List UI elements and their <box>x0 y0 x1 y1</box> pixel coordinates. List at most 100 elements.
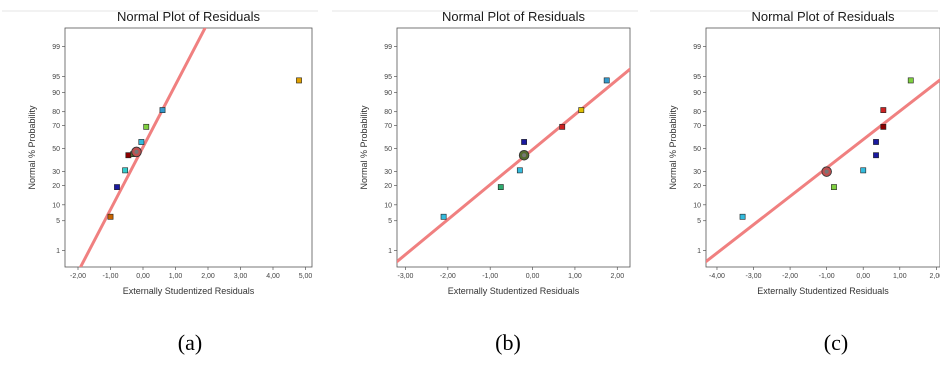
x-tick-label: -2,00 <box>70 273 86 280</box>
y-tick-label: 1 <box>56 248 60 255</box>
y-tick-label: 70 <box>384 123 392 130</box>
plot-clip-group <box>78 28 302 267</box>
panel-a: Normal Plot of Residuals 1 5 10 20 30 50 70 80 90… <box>0 0 320 371</box>
residual-point <box>578 107 585 113</box>
fit-line <box>397 67 630 264</box>
panel-b: Normal Plot of Residuals 1 5 10 20 30 50 70 80 90… <box>330 0 640 371</box>
x-axis-label: Externally Studentized Residuals <box>448 286 580 296</box>
x-tick-label: 3,00 <box>234 273 248 280</box>
y-tick-label: 30 <box>384 169 392 176</box>
residual-point <box>739 213 746 220</box>
residual-point <box>831 184 837 190</box>
y-tick-label: 20 <box>384 183 392 190</box>
y-tick-label: 80 <box>384 109 392 116</box>
residual-point <box>559 123 566 130</box>
y-tick-label: 99 <box>52 44 60 51</box>
y-tick-label: 30 <box>693 169 701 176</box>
plot-clip-group <box>706 77 940 264</box>
y-tick-label: 99 <box>384 44 392 51</box>
y-tick-label: 30 <box>52 169 60 176</box>
panel-c: Normal Plot of Residuals 1 5 10 20 30 50 70 80 90… <box>648 0 940 371</box>
residual-point <box>907 77 914 84</box>
plot-clip-group <box>397 67 630 264</box>
y-tick-label: 95 <box>52 74 60 81</box>
residual-point <box>521 139 527 145</box>
residual-point <box>143 123 150 130</box>
x-tick-label: -1,00 <box>103 273 119 280</box>
x-tick-label: 0,00 <box>856 273 870 280</box>
x-tick-label: 2,00 <box>610 273 624 280</box>
y-tick-label: 1 <box>388 248 392 255</box>
y-tick-label: 10 <box>384 202 392 209</box>
y-axis-label: Normal % Probability <box>27 105 37 190</box>
y-tick-label: 50 <box>52 146 60 153</box>
y-tick-label: 70 <box>52 123 60 130</box>
chart-title: Normal Plot of Residuals <box>117 9 261 24</box>
x-tick-label: 1,00 <box>893 273 907 280</box>
y-tick-label: 90 <box>693 90 701 97</box>
y-tick-label: 95 <box>693 74 701 81</box>
y-tick-label: 20 <box>693 183 701 190</box>
y-tick-label: 80 <box>52 109 60 116</box>
y-tick-label: 50 <box>693 146 701 153</box>
x-tick-label: 4,00 <box>266 273 280 280</box>
caption-b: (b) <box>495 330 521 355</box>
y-tick-label: 5 <box>56 218 60 225</box>
residual-point <box>440 213 447 220</box>
residual-point <box>860 167 867 174</box>
x-tick-label: 5,00 <box>299 273 313 280</box>
residual-point <box>296 77 302 84</box>
chart-a: Normal Plot of Residuals 1 5 10 20 30 50 70 80 90… <box>2 9 318 296</box>
x-tick-label: -3,00 <box>397 273 413 280</box>
x-tick-label: -1,00 <box>819 273 835 280</box>
residual-point <box>138 139 145 145</box>
y-tick-label: 90 <box>52 90 60 97</box>
x-axis-label: Externally Studentized Residuals <box>757 286 889 296</box>
y-tick-label: 90 <box>384 90 392 97</box>
chart-b: Normal Plot of Residuals 1 5 10 20 30 50 70 80 90… <box>332 9 638 296</box>
y-tick-label: 1 <box>697 248 701 255</box>
residual-point <box>516 167 523 174</box>
residual-point <box>873 139 879 145</box>
residual-point <box>497 184 504 190</box>
y-tick-label: 5 <box>388 218 392 225</box>
x-tick-label: 1,00 <box>169 273 183 280</box>
y-axis-label: Normal % Probability <box>668 105 678 190</box>
y-tick-label: 70 <box>693 123 701 130</box>
chart-title: Normal Plot of Residuals <box>751 9 895 24</box>
x-tick-label: 0,00 <box>526 273 540 280</box>
y-axis-label: Normal % Probability <box>359 105 369 190</box>
y-tick-label: 10 <box>693 202 701 209</box>
y-tick-label: 99 <box>693 44 701 51</box>
residual-point <box>873 152 879 159</box>
x-axis-label: Externally Studentized Residuals <box>123 286 255 296</box>
y-tick-label: 95 <box>384 74 392 81</box>
caption-a: (a) <box>177 330 203 355</box>
residual-point <box>125 152 132 159</box>
x-tick-label: -2,00 <box>440 273 456 280</box>
y-tick-label: 80 <box>693 109 701 116</box>
residual-point <box>880 123 887 130</box>
x-tick-label: 2,00 <box>201 273 215 280</box>
y-tick-label: 10 <box>52 202 60 209</box>
x-tick-label: 1,00 <box>568 273 582 280</box>
residual-point <box>107 213 114 220</box>
residual-point <box>114 184 120 190</box>
x-tick-label: 0,00 <box>136 273 150 280</box>
x-tick-label: 2,00 <box>930 273 940 280</box>
x-tick-label: -2,00 <box>782 273 798 280</box>
residual-point <box>159 107 166 113</box>
chart-c: Normal Plot of Residuals 1 5 10 20 30 50 70 80 90… <box>650 9 940 296</box>
x-tick-label: -1,00 <box>482 273 498 280</box>
design-point-center <box>134 149 139 154</box>
residual-point <box>603 77 610 84</box>
y-tick-label: 50 <box>384 146 392 153</box>
caption-c: (c) <box>823 330 849 355</box>
residual-point <box>880 107 887 113</box>
y-tick-label: 5 <box>697 218 701 225</box>
plot-area <box>396 27 631 268</box>
plot-area <box>64 27 313 268</box>
chart-title: Normal Plot of Residuals <box>442 9 586 24</box>
plot-area <box>705 27 940 268</box>
x-tick-label: -3,00 <box>746 273 762 280</box>
